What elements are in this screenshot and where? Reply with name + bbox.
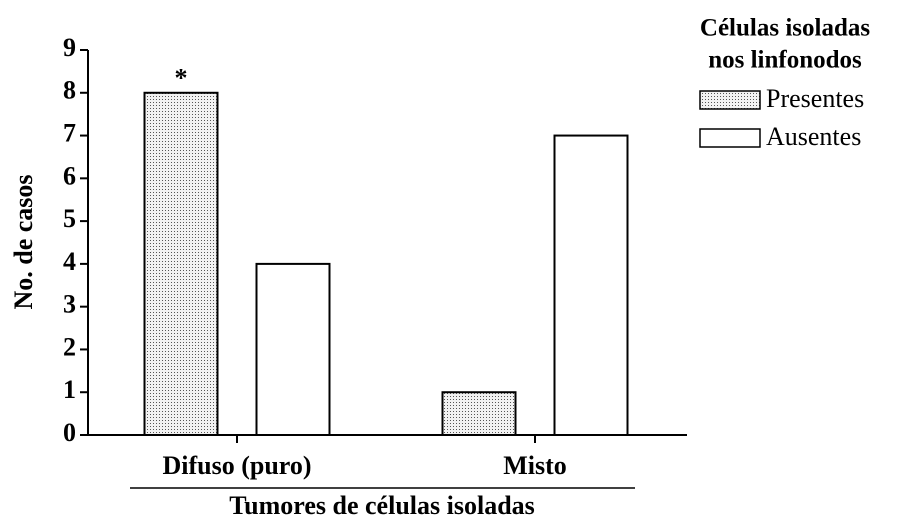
legend-title: nos linfonodos	[708, 47, 862, 74]
y-tick-label: 3	[63, 290, 76, 319]
annotation: *	[175, 64, 188, 93]
y-tick-label: 8	[63, 76, 76, 105]
y-tick-label: 2	[63, 332, 76, 361]
legend-swatch	[699, 128, 761, 148]
y-tick-label: 7	[63, 119, 76, 148]
bar	[143, 91, 219, 437]
y-tick-label: 9	[63, 33, 76, 62]
x-tick-label: Difuso (puro)	[162, 451, 311, 480]
y-tick-label: 6	[63, 161, 76, 190]
x-axis-label: Tumores de células isoladas	[229, 491, 535, 520]
legend-swatch	[699, 90, 761, 110]
bar	[553, 134, 629, 437]
bar	[255, 262, 331, 436]
x-tick-label: Misto	[503, 451, 567, 480]
bar	[441, 391, 517, 437]
legend-label: Ausentes	[766, 122, 861, 151]
legend-label: Presentes	[766, 84, 864, 113]
y-tick-label: 4	[63, 247, 76, 276]
y-tick-label: 1	[63, 375, 76, 404]
y-tick-label: 0	[63, 418, 76, 447]
y-axis-label: No. de casos	[9, 174, 38, 309]
legend-title: Células isoladas	[700, 15, 870, 42]
y-tick-label: 5	[63, 204, 76, 233]
